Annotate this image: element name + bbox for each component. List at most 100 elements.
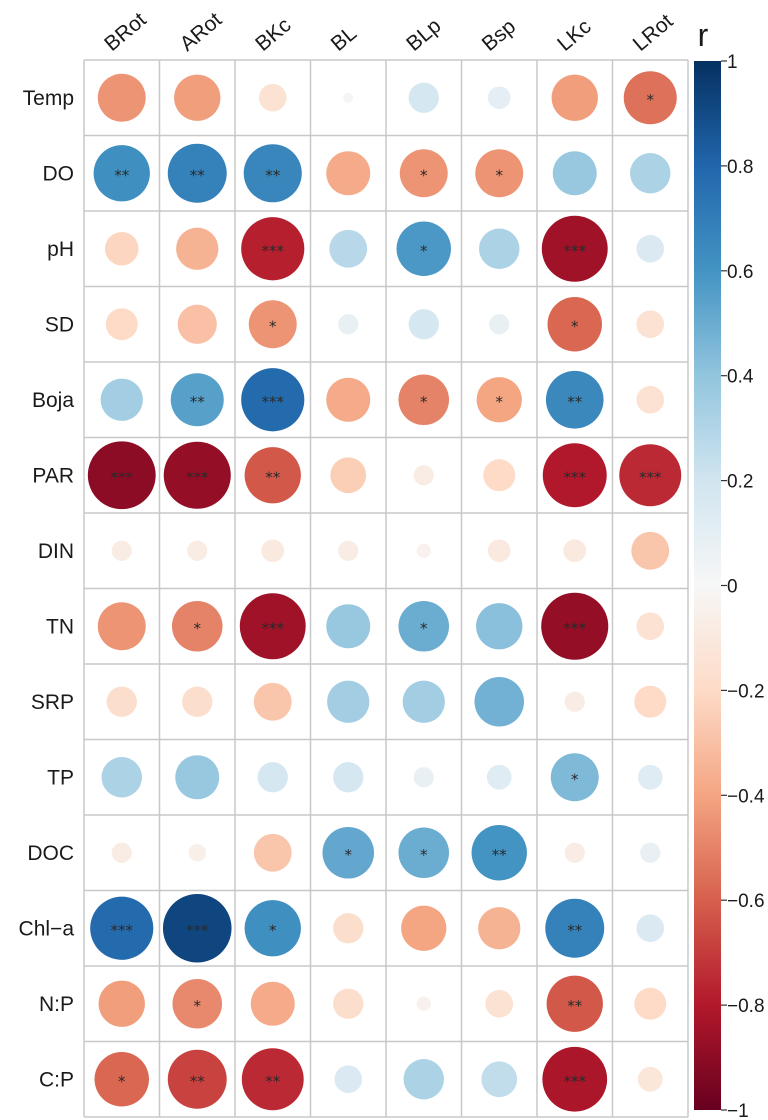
significance-mark: ** [190,1072,206,1090]
correlation-circle [248,300,297,349]
significance-mark: * [420,619,428,637]
correlation-circle [489,314,510,335]
significance-mark: * [269,317,277,335]
correlation-circle [241,368,305,432]
significance-mark: *** [639,468,662,486]
correlation-circle [483,459,516,492]
column-label: ARot [176,8,227,56]
correlation-circle [176,227,219,270]
correlation-circle [636,310,665,339]
significance-mark: ** [567,997,583,1015]
correlation-circle [326,377,371,422]
row-label: SD [45,313,74,336]
correlation-circle [244,900,301,957]
correlation-circle [105,308,138,341]
significance-mark: * [345,846,353,864]
correlation-circle [413,465,434,486]
significance-mark: * [118,1072,126,1090]
correlation-circle [403,1059,444,1100]
significance-mark: * [420,166,428,184]
row-label: TP [47,766,74,789]
correlation-circle [619,444,682,507]
correlation-circle [541,215,608,282]
correlation-circle [551,74,598,121]
correlation-circle [329,229,368,268]
correlation-circle [564,691,585,712]
column-label: BL [327,22,361,56]
legend-colorbar [694,61,721,1110]
correlation-circle [106,686,137,717]
row-label: DO [43,162,75,185]
correlation-circle [413,767,434,788]
correlation-circle [90,896,154,960]
column-label: LKc [553,15,596,56]
correlation-circle [636,234,665,263]
color-legend: r 1 0.8 0.6 0.4 0.2 0 −0.2 −0.4 −0.6 −0.8 −1 [694,17,765,1120]
correlation-circle [163,441,231,509]
correlation-circle [487,539,511,563]
correlation-circle [253,682,292,721]
correlation-circle [258,83,287,112]
correlation-circle [564,842,585,863]
significance-mark: *** [564,1072,587,1090]
significance-mark: * [269,921,277,939]
correlation-circle [187,540,208,561]
row-label: pH [47,238,74,261]
column-labels: BRot ARot BKc BL BLp Bsp LKc LRot [100,8,677,56]
correlation-circle [487,86,511,110]
correlation-circle [175,755,220,800]
correlation-circle [416,543,431,558]
legend-tick-label: 0.2 [727,472,753,493]
correlation-circle [408,82,439,113]
correlation-circle [640,842,661,863]
correlation-circle [402,680,445,723]
significance-mark: *** [564,242,587,260]
correlation-circle [162,893,232,963]
correlation-circle [188,843,207,862]
significance-mark: * [496,166,504,184]
significance-mark: ** [567,921,583,939]
significance-mark: ** [265,468,281,486]
correlation-circle [398,827,450,879]
correlation-circle [636,385,665,414]
correlation-circle [111,842,132,863]
correlation-circle [327,680,370,723]
correlation-circle [401,905,447,951]
correlation-circle [396,221,451,276]
legend-tick-label: 1 [727,52,738,73]
correlation-circle [550,753,599,802]
correlation-circle [343,92,354,103]
correlation-circle [333,988,364,1019]
legend-ticks: 1 0.8 0.6 0.4 0.2 0 −0.2 −0.4 −0.6 −0.8 −1 [721,52,765,1120]
correlation-circle [167,143,227,203]
correlation-circle [478,907,521,950]
correlation-circle [171,600,223,652]
correlation-circle [334,1065,363,1094]
significance-mark: * [647,91,655,109]
legend-tick-label: −0.8 [727,996,765,1017]
correlation-circle [167,1049,227,1109]
correlation-circle [398,374,450,426]
correlation-circle [637,1066,663,1092]
row-label: TN [46,615,74,638]
correlation-circle [637,764,663,790]
significance-mark: * [420,846,428,864]
correlation-circle [634,685,667,718]
column-label: LRot [629,10,678,56]
correlation-circle [485,989,514,1018]
correlation-circle [239,593,306,660]
correlation-circle [399,149,448,198]
correlation-circle [87,441,156,510]
correlation-circle [241,217,305,281]
legend-tick-label: 0.8 [727,157,753,178]
correlation-circle [542,1046,608,1112]
legend-tick-label: −1 [727,1101,749,1120]
significance-mark: *** [111,468,134,486]
correlation-circle [94,1052,149,1107]
correlation-circle [630,153,671,194]
correlation-circle [631,531,670,570]
correlation-circle [476,603,523,650]
correlation-circle [476,377,522,423]
row-labels: Temp DO pH SD Boja PAR DIN TN SRP TP DOC Chl−a N:P C:… [19,87,75,1092]
